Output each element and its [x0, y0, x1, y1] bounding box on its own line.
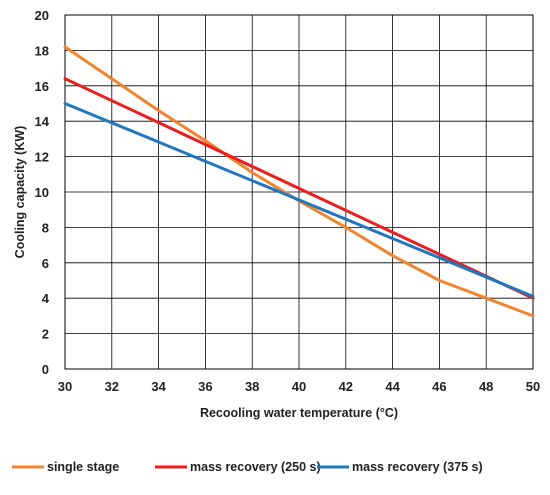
- y-tick-label: 16: [35, 79, 49, 94]
- plot-area-frame: [64, 14, 534, 370]
- x-tick-label: 34: [151, 379, 166, 394]
- legend-item: mass recovery (375 s): [317, 460, 483, 474]
- y-tick-label: 12: [35, 150, 49, 165]
- y-tick-label: 4: [42, 291, 50, 306]
- y-tick-label: 8: [42, 220, 49, 235]
- series-line-3: [63, 102, 535, 298]
- x-tick-label: 50: [526, 379, 540, 394]
- x-tick-label: 38: [245, 379, 259, 394]
- x-tick-label: 36: [198, 379, 212, 394]
- legend-label: single stage: [47, 460, 119, 474]
- x-tick-label: 40: [292, 379, 306, 394]
- y-tick-label: 10: [35, 185, 49, 200]
- y-tick-label: 20: [35, 8, 49, 23]
- x-axis-tick-labels: 30 32 34 36 38 40 42 44 46 48 50: [58, 379, 540, 394]
- legend-item: mass recovery (250 s): [155, 460, 321, 474]
- legend-label: mass recovery (250 s): [190, 460, 321, 474]
- y-tick-label: 2: [42, 327, 49, 342]
- series-lines: [63, 45, 535, 318]
- gridlines: [64, 14, 534, 370]
- x-tick-label: 48: [479, 379, 493, 394]
- y-axis-title: Cooling capacity (KW): [13, 126, 27, 259]
- y-tick-label: 0: [42, 362, 49, 377]
- series-line-2: [63, 77, 535, 300]
- x-axis-title: Recooling water temperature (°C): [200, 406, 398, 420]
- x-tick-label: 46: [432, 379, 446, 394]
- y-axis-tick-labels: 0 2 4 6 8 10 12 14 16 18 20: [35, 8, 50, 377]
- y-tick-label: 6: [42, 256, 49, 271]
- x-tick-label: 42: [339, 379, 353, 394]
- legend-item: single stage: [12, 460, 119, 474]
- y-tick-label: 14: [35, 114, 50, 129]
- y-tick-label: 18: [35, 43, 49, 58]
- legend: single stage mass recovery (250 s) mass re…: [12, 460, 483, 474]
- x-tick-label: 30: [58, 379, 72, 394]
- legend-label: mass recovery (375 s): [352, 460, 483, 474]
- x-tick-label: 32: [105, 379, 119, 394]
- x-tick-label: 44: [385, 379, 400, 394]
